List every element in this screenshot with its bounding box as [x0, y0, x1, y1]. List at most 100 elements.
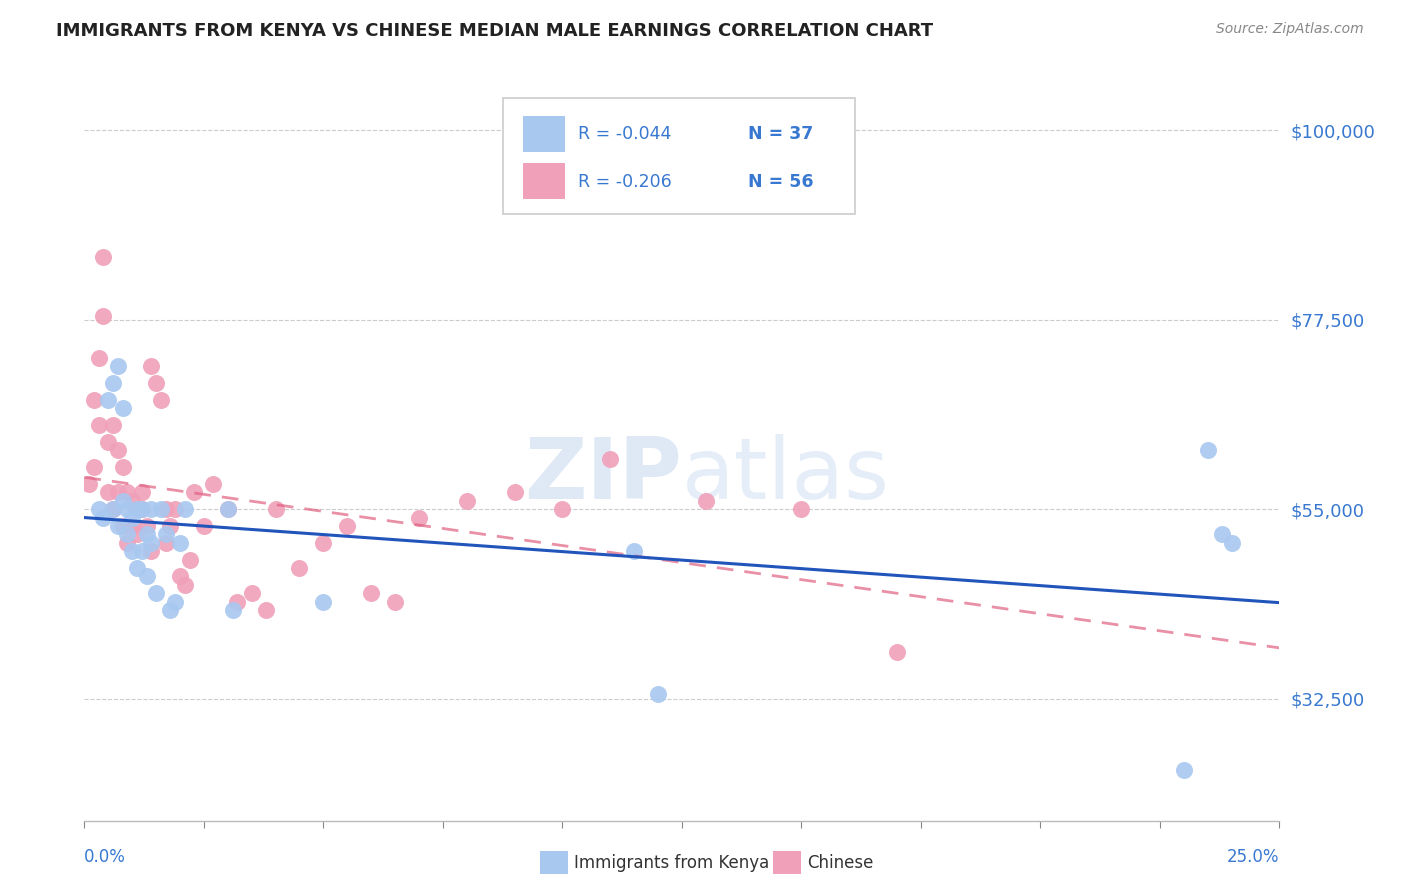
FancyBboxPatch shape: [523, 162, 565, 199]
Point: [131, 485, 153, 500]
Point: [121, 510, 143, 524]
Text: N = 56: N = 56: [748, 172, 813, 191]
Point: [135, 527, 157, 541]
Point: [97, 434, 120, 449]
Point: [131, 502, 153, 516]
Point: [77, 476, 100, 491]
Point: [1173, 763, 1195, 777]
Point: [384, 595, 406, 609]
Text: R = -0.206: R = -0.206: [578, 172, 672, 191]
Point: [312, 595, 335, 609]
Point: [336, 519, 359, 533]
Point: [141, 536, 163, 550]
Point: [145, 586, 167, 600]
Point: [107, 443, 129, 458]
Point: [125, 502, 148, 516]
Point: [117, 502, 139, 516]
Point: [623, 544, 645, 558]
Point: [141, 544, 163, 558]
Point: [456, 493, 478, 508]
Point: [121, 544, 143, 558]
Point: [169, 569, 191, 583]
Point: [165, 595, 187, 609]
Text: IMMIGRANTS FROM KENYA VS CHINESE MEDIAN MALE EARNINGS CORRELATION CHART: IMMIGRANTS FROM KENYA VS CHINESE MEDIAN …: [56, 22, 934, 40]
Point: [193, 519, 215, 533]
Point: [101, 502, 124, 516]
Point: [97, 485, 120, 500]
Point: [83, 392, 105, 407]
Point: [149, 392, 172, 407]
Point: [131, 544, 153, 558]
Point: [886, 645, 908, 659]
Point: [125, 527, 148, 541]
Point: [169, 536, 191, 550]
Text: Source: ZipAtlas.com: Source: ZipAtlas.com: [1216, 22, 1364, 37]
Point: [599, 451, 621, 466]
Point: [107, 519, 129, 533]
Point: [183, 485, 205, 500]
Point: [83, 460, 105, 475]
Text: N = 37: N = 37: [748, 125, 813, 143]
Point: [107, 359, 129, 373]
Point: [254, 603, 277, 617]
Point: [179, 552, 201, 566]
Point: [135, 569, 157, 583]
Text: atlas: atlas: [682, 434, 890, 517]
Point: [695, 493, 717, 508]
Point: [121, 493, 143, 508]
Point: [135, 519, 157, 533]
Point: [551, 502, 574, 516]
Point: [360, 586, 382, 600]
Point: [159, 519, 181, 533]
Point: [155, 536, 177, 550]
Text: ZIP: ZIP: [524, 434, 682, 517]
Point: [221, 603, 243, 617]
FancyBboxPatch shape: [523, 116, 565, 152]
Point: [155, 527, 177, 541]
Point: [93, 510, 115, 524]
Point: [503, 485, 526, 500]
Point: [217, 502, 239, 516]
Point: [145, 376, 167, 390]
Text: 25.0%: 25.0%: [1227, 847, 1279, 865]
Text: Chinese: Chinese: [807, 854, 873, 871]
Text: R = -0.044: R = -0.044: [578, 125, 671, 143]
Point: [202, 476, 225, 491]
Point: [264, 502, 287, 516]
Point: [141, 359, 163, 373]
Point: [111, 460, 134, 475]
Point: [111, 401, 134, 416]
Point: [87, 417, 110, 432]
Point: [93, 309, 115, 323]
Text: Immigrants from Kenya: Immigrants from Kenya: [574, 854, 769, 871]
Point: [97, 392, 120, 407]
Text: 0.0%: 0.0%: [84, 847, 127, 865]
Point: [165, 502, 187, 516]
Point: [149, 502, 172, 516]
Point: [117, 536, 139, 550]
Point: [117, 485, 139, 500]
Point: [87, 351, 110, 365]
FancyBboxPatch shape: [503, 97, 855, 214]
Point: [131, 502, 153, 516]
Point: [155, 502, 177, 516]
Point: [107, 485, 129, 500]
Point: [217, 502, 239, 516]
Point: [288, 561, 311, 575]
Point: [93, 250, 115, 264]
Point: [87, 502, 110, 516]
Point: [111, 519, 134, 533]
Point: [121, 519, 143, 533]
Point: [1220, 536, 1243, 550]
Point: [408, 510, 430, 524]
Point: [647, 687, 669, 701]
Point: [790, 502, 813, 516]
Point: [141, 502, 163, 516]
Point: [226, 595, 249, 609]
Point: [101, 502, 124, 516]
Point: [125, 502, 148, 516]
Point: [111, 493, 134, 508]
Point: [1197, 443, 1219, 458]
Point: [1211, 527, 1233, 541]
Point: [240, 586, 263, 600]
